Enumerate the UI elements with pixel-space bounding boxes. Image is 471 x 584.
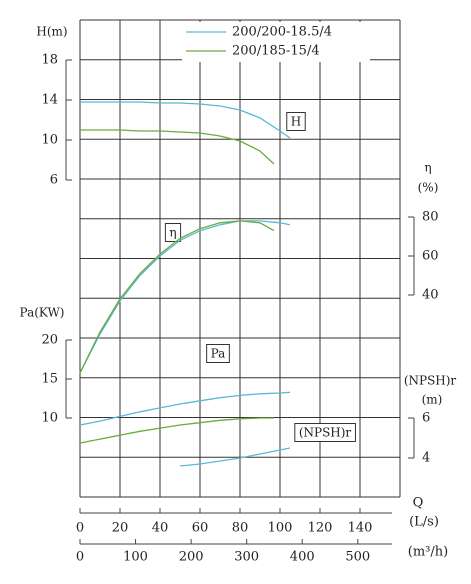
curve xyxy=(79,417,274,444)
curve xyxy=(179,447,291,467)
curve xyxy=(79,391,291,426)
x-axis-title: Q xyxy=(413,496,424,511)
curve-tag-box xyxy=(286,112,306,131)
y-tick-label: 20 xyxy=(41,333,58,348)
curve xyxy=(79,220,275,374)
axis-unit: (m) xyxy=(422,393,443,407)
curve xyxy=(79,220,291,374)
x-tick-label: 60 xyxy=(192,521,209,536)
y-tick-label: 60 xyxy=(422,249,439,264)
axis-title: Pa(KW) xyxy=(20,306,65,320)
x-axis-unit: (L/s) xyxy=(409,515,439,530)
x-tick-label: 80 xyxy=(232,521,249,536)
x-tick-label: 200 xyxy=(179,550,204,565)
y-tick-label: 4 xyxy=(422,451,430,466)
y-tick-label: 80 xyxy=(422,210,439,225)
curve xyxy=(80,101,291,139)
legend-label: 200/185-15/4 xyxy=(232,44,320,59)
x-tick-label: 0 xyxy=(76,550,84,565)
y-tick-label: 10 xyxy=(41,411,58,426)
x-tick-label: 100 xyxy=(268,521,293,536)
y-tick-label: 6 xyxy=(50,173,58,188)
x-tick-label: 300 xyxy=(234,550,259,565)
x-tick-label: 500 xyxy=(345,550,370,565)
axis-title: (NPSH)r xyxy=(404,374,457,388)
legend-label: 200/200-18.5/4 xyxy=(232,25,332,40)
curve xyxy=(80,129,275,165)
y-tick-label: 6 xyxy=(422,411,430,426)
x-tick-label: 0 xyxy=(76,521,84,536)
x2-axis-unit: (m³/h) xyxy=(408,545,448,560)
curve-tag-box xyxy=(206,344,230,363)
x-tick-label: 400 xyxy=(290,550,315,565)
x-tick-label: 20 xyxy=(112,521,129,536)
y-tick-label: 10 xyxy=(41,133,58,148)
curve-tag: Pa xyxy=(211,347,226,361)
curve-tag-box xyxy=(294,423,356,442)
x-tick-label: 140 xyxy=(348,521,373,536)
legend-box xyxy=(182,22,370,62)
y-tick-label: 18 xyxy=(41,53,58,68)
axis-title: H(m) xyxy=(36,25,67,39)
x-tick-label: 120 xyxy=(308,521,333,536)
curve-tag: H xyxy=(291,115,301,129)
curve-tag: (NPSH)r xyxy=(299,426,352,440)
y-tick-label: 15 xyxy=(41,372,58,387)
y-tick-label: 14 xyxy=(41,93,58,108)
curve-tag-box xyxy=(164,223,182,242)
axis-title: η xyxy=(424,161,431,175)
y-tick-label: 40 xyxy=(422,288,439,303)
axis-unit: (%) xyxy=(418,181,439,195)
curve-tag: η xyxy=(169,226,176,240)
x-tick-label: 40 xyxy=(152,521,169,536)
x-tick-label: 100 xyxy=(123,550,148,565)
